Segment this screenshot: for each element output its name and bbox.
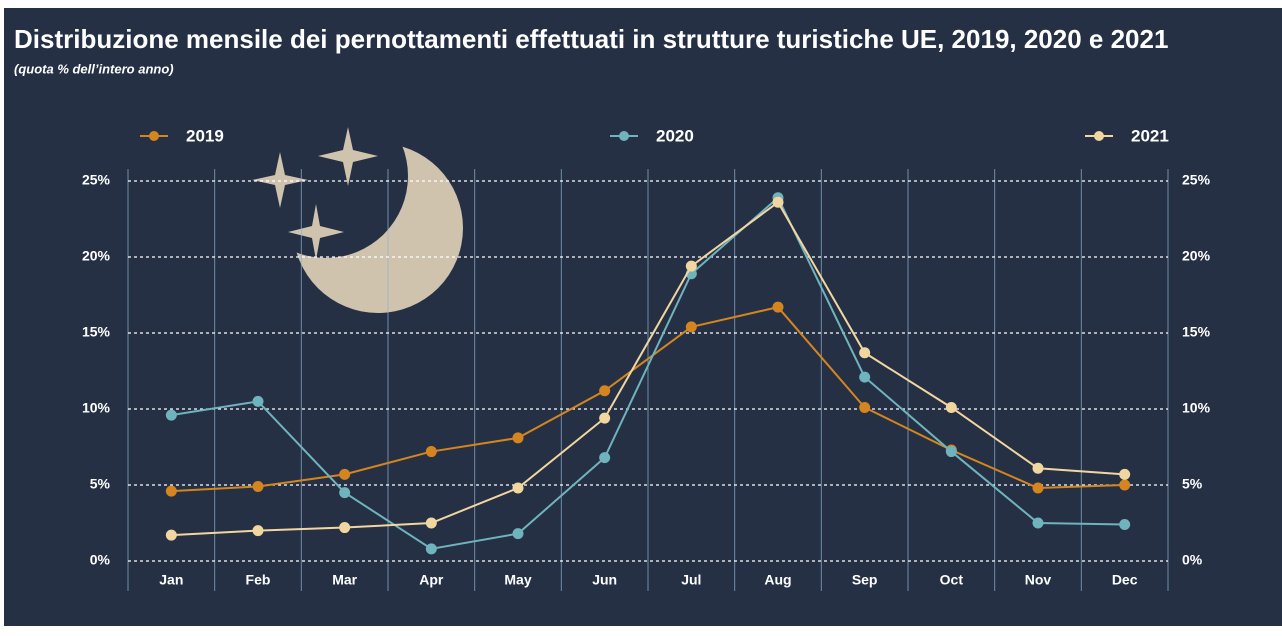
data-point	[513, 432, 524, 443]
y2-tick-label: 0%	[1182, 552, 1203, 568]
data-point	[599, 413, 610, 424]
data-point	[946, 402, 957, 413]
data-point	[426, 446, 437, 457]
y-tick-label: 10%	[82, 400, 111, 416]
y2-tick-label: 25%	[1182, 172, 1211, 188]
data-point	[946, 446, 957, 457]
x-tick-label: Dec	[1112, 572, 1138, 588]
data-point	[426, 543, 437, 554]
data-point	[859, 402, 870, 413]
y-tick-label: 0%	[90, 552, 111, 568]
page: Distribuzione mensile dei pernottamenti …	[0, 0, 1282, 636]
x-tick-label: Jun	[592, 572, 617, 588]
y2-tick-label: 5%	[1182, 476, 1203, 492]
x-tick-label: May	[504, 572, 531, 588]
x-tick-label: Oct	[940, 572, 964, 588]
data-point	[686, 261, 697, 272]
y2-tick-label: 15%	[1182, 324, 1211, 340]
data-point	[1033, 483, 1044, 494]
chart: Distribuzione mensile dei pernottamenti …	[0, 0, 1282, 631]
data-point	[253, 396, 264, 407]
data-point	[773, 302, 784, 313]
data-point	[513, 483, 524, 494]
data-point	[599, 385, 610, 396]
data-point	[1119, 519, 1130, 530]
legend-marker	[619, 131, 629, 141]
x-tick-label: Feb	[246, 572, 271, 588]
y-tick-label: 25%	[82, 172, 111, 188]
x-tick-label: Aug	[764, 572, 791, 588]
data-point	[1119, 480, 1130, 491]
data-point	[426, 518, 437, 529]
data-point	[773, 197, 784, 208]
data-point	[1119, 469, 1130, 480]
y-tick-label: 5%	[90, 476, 111, 492]
data-point	[1033, 463, 1044, 474]
data-point	[339, 522, 350, 533]
legend-label: 2020	[656, 126, 694, 145]
data-point	[339, 469, 350, 480]
data-point	[859, 347, 870, 358]
data-point	[339, 487, 350, 498]
legend-marker	[1094, 131, 1104, 141]
chart-title: Distribuzione mensile dei pernottamenti …	[14, 24, 1168, 54]
data-point	[166, 486, 177, 497]
data-point	[166, 410, 177, 421]
x-tick-label: Jan	[159, 572, 183, 588]
legend-marker	[149, 131, 159, 141]
data-point	[513, 528, 524, 539]
data-point	[166, 530, 177, 541]
data-point	[1033, 518, 1044, 529]
x-tick-label: Apr	[419, 572, 444, 588]
x-tick-label: Sep	[852, 572, 878, 588]
x-tick-label: Mar	[332, 572, 357, 588]
data-point	[253, 525, 264, 536]
legend-label: 2019	[186, 126, 224, 145]
data-point	[599, 452, 610, 463]
x-tick-label: Jul	[681, 572, 701, 588]
y2-tick-label: 20%	[1182, 248, 1211, 264]
data-point	[686, 321, 697, 332]
y2-tick-label: 10%	[1182, 400, 1211, 416]
chart-subtitle: (quota % dell’intero anno)	[14, 61, 174, 76]
y-tick-label: 20%	[82, 248, 111, 264]
legend-label: 2021	[1131, 126, 1169, 145]
data-point	[253, 481, 264, 492]
data-point	[859, 372, 870, 383]
y-tick-label: 15%	[82, 324, 111, 340]
x-tick-label: Nov	[1025, 572, 1052, 588]
